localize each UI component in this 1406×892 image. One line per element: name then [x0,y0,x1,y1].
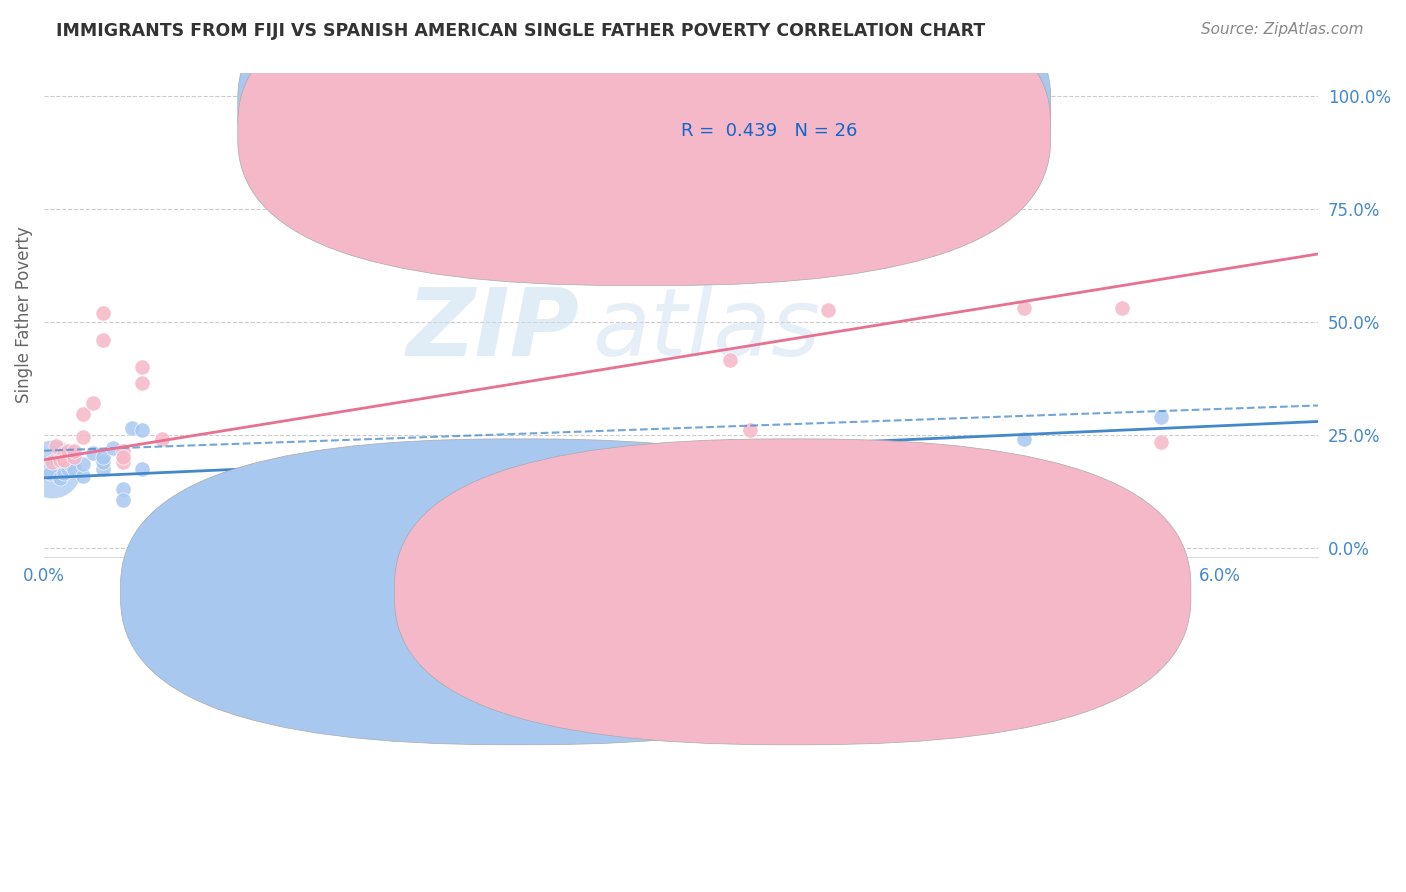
Text: Spanish Americans: Spanish Americans [824,582,983,601]
Point [72,408,94,422]
FancyBboxPatch shape [395,439,1191,745]
FancyBboxPatch shape [238,0,1050,261]
Point [111,493,134,508]
Point [49,452,72,467]
Point [111,443,134,458]
Point [91,333,114,347]
Text: atlas: atlas [592,284,820,375]
Point [72,457,94,471]
Point [111,450,134,465]
FancyBboxPatch shape [238,0,1050,285]
Point [45,439,67,453]
Point [111,482,134,496]
Point [817,303,839,318]
Point [131,359,153,374]
Point [738,423,761,437]
Point [150,433,173,447]
Point [52,452,75,467]
Point [718,439,741,453]
Point [62,443,84,458]
Point [56,443,79,458]
Point [1111,301,1133,316]
Point [91,462,114,476]
FancyBboxPatch shape [121,439,917,745]
Point [62,462,84,476]
Point [49,471,72,485]
Point [91,306,114,320]
Point [1012,433,1035,447]
Point [56,462,79,476]
Point [39,467,62,481]
Text: R =  0.431   N = 21: R = 0.431 N = 21 [681,98,858,116]
Point [111,455,134,469]
Point [72,430,94,444]
Point [91,455,114,469]
Point [58,457,80,471]
Point [72,468,94,483]
Point [82,446,104,460]
Point [82,396,104,410]
Text: Immigrants from Fiji: Immigrants from Fiji [550,582,717,601]
Point [1150,434,1173,449]
Point [1150,409,1173,424]
Point [52,467,75,481]
Y-axis label: Single Father Poverty: Single Father Poverty [15,227,32,403]
Text: Source: ZipAtlas.com: Source: ZipAtlas.com [1201,22,1364,37]
Point [52,446,75,460]
Point [718,353,741,368]
Point [101,442,124,456]
Point [91,450,114,465]
Text: IMMIGRANTS FROM FIJI VS SPANISH AMERICAN SINGLE FATHER POVERTY CORRELATION CHART: IMMIGRANTS FROM FIJI VS SPANISH AMERICAN… [56,22,986,40]
Point [62,450,84,465]
Point [41,462,63,476]
Point [131,423,153,437]
Point [131,462,153,476]
Text: ZIP: ZIP [406,284,579,376]
Point [131,376,153,390]
Point [366,179,388,194]
Text: R =  0.439   N = 26: R = 0.439 N = 26 [681,122,858,140]
Point [41,455,63,469]
Point [1012,301,1035,316]
FancyBboxPatch shape [599,85,967,158]
Point [121,421,143,435]
